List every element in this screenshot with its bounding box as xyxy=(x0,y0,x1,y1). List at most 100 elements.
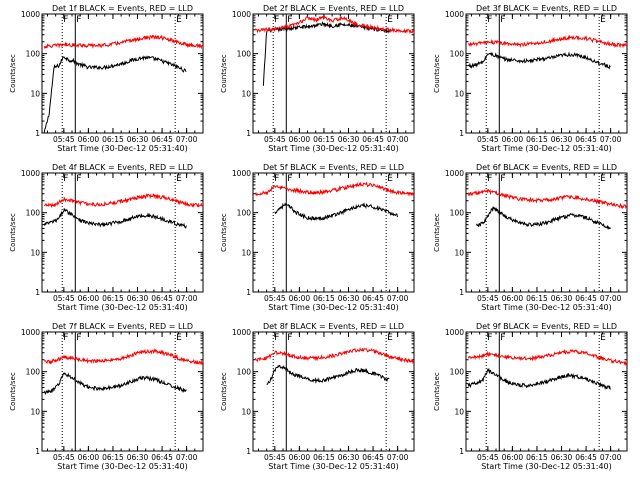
y-tick-label: 10 xyxy=(454,248,464,257)
panel-title: Det 7f BLACK = Events, RED = LLD xyxy=(52,322,193,331)
y-tick-label: 1000 xyxy=(21,169,40,178)
x-tick-label: 06:00 xyxy=(78,453,100,462)
panel-title: Det 9f BLACK = Events, RED = LLD xyxy=(476,322,617,331)
y-axis-label: Counts/sec xyxy=(9,213,17,252)
events-series-line xyxy=(274,202,398,222)
x-tick-label: 05:45 xyxy=(477,294,499,303)
plot-frame xyxy=(252,172,415,293)
x-axis-label: Start Time (30-Dec-12 05:31:40) xyxy=(481,144,612,153)
x-tick-label: 06:30 xyxy=(551,135,573,144)
x-tick-label: 06:45 xyxy=(362,453,384,462)
y-tick-label: 1 xyxy=(459,447,464,456)
x-tick-label: 06:45 xyxy=(151,135,173,144)
x-tick-label: 06:30 xyxy=(551,294,573,303)
x-tick-label: 07:00 xyxy=(176,294,198,303)
marker-label: E xyxy=(600,174,606,184)
y-tick-label: 1 xyxy=(35,129,40,138)
x-tick-label: 05:45 xyxy=(53,453,75,462)
x-tick-label: 06:45 xyxy=(151,294,173,303)
x-tick-label: 07:00 xyxy=(176,453,198,462)
y-tick-label: 10 xyxy=(241,248,251,257)
x-tick-label: 06:00 xyxy=(289,453,311,462)
plot-frame xyxy=(41,13,204,134)
marker-label: F xyxy=(487,333,492,343)
x-tick-label: 06:30 xyxy=(127,135,149,144)
x-axis-label: Start Time (30-Dec-12 05:31:40) xyxy=(268,462,399,471)
lld-series-line xyxy=(254,346,415,365)
x-tick-label: 06:45 xyxy=(575,135,597,144)
lld-series-line xyxy=(254,15,415,34)
plot-frame xyxy=(465,172,628,293)
y-tick-label: 100 xyxy=(26,50,41,59)
y-axis-label: Counts/sec xyxy=(220,54,228,93)
x-tick-label: 06:15 xyxy=(102,135,124,144)
x-tick-label: 06:00 xyxy=(502,294,524,303)
x-tick-label: 05:45 xyxy=(264,294,286,303)
detector-panel-8: Det 8f BLACK = Events, RED = LLD 1 10 100 10… xyxy=(220,322,415,471)
y-tick-label: 10 xyxy=(454,407,464,416)
x-tick-label: 07:00 xyxy=(600,453,622,462)
y-tick-label: 100 xyxy=(237,368,252,377)
detector-panel-1: Det 1f BLACK = Events, RED = LLD 1 10 100 10… xyxy=(9,4,204,153)
lld-series-line xyxy=(467,188,628,210)
panel-title: Det 8f BLACK = Events, RED = LLD xyxy=(263,322,404,331)
y-tick-label: 100 xyxy=(26,368,41,377)
marker-label: F xyxy=(500,15,505,25)
y-tick-label: 100 xyxy=(26,209,41,218)
x-tick-label: 06:15 xyxy=(526,135,548,144)
y-axis-label: Counts/sec xyxy=(9,372,17,411)
y-tick-label: 1 xyxy=(35,447,40,456)
events-series-line xyxy=(262,20,390,86)
lld-series-line xyxy=(43,347,204,366)
marker-label: E xyxy=(176,174,182,184)
y-axis-label: Counts/sec xyxy=(433,54,441,93)
x-tick-label: 06:45 xyxy=(362,135,384,144)
x-tick-label: 06:15 xyxy=(102,294,124,303)
y-tick-label: 1 xyxy=(35,288,40,297)
plot-frame xyxy=(252,331,415,452)
x-tick-label: 06:30 xyxy=(338,453,360,462)
x-tick-label: 06:45 xyxy=(151,453,173,462)
marker-label: E xyxy=(387,174,393,184)
marker-label: E xyxy=(387,333,393,343)
panel-title: Det 2f BLACK = Events, RED = LLD xyxy=(263,4,404,13)
marker-label: F xyxy=(287,333,292,343)
x-axis-label: Start Time (30-Dec-12 05:31:40) xyxy=(57,462,188,471)
x-tick-label: 06:15 xyxy=(313,453,335,462)
y-tick-label: 1000 xyxy=(21,328,40,337)
y-tick-label: 10 xyxy=(241,89,251,98)
marker-label: F xyxy=(63,174,68,184)
detector-panel-2: Det 2f BLACK = Events, RED = LLD 1 10 100 10… xyxy=(220,4,415,153)
marker-label: F xyxy=(274,333,279,343)
events-series-line xyxy=(43,208,187,229)
x-tick-label: 05:45 xyxy=(477,453,499,462)
x-tick-label: 07:00 xyxy=(600,294,622,303)
x-tick-label: 07:00 xyxy=(387,294,409,303)
x-tick-label: 06:30 xyxy=(338,294,360,303)
marker-label: F xyxy=(274,15,279,25)
x-tick-label: 06:30 xyxy=(127,453,149,462)
y-tick-label: 100 xyxy=(450,50,465,59)
x-tick-label: 05:45 xyxy=(264,453,286,462)
marker-label: F xyxy=(487,15,492,25)
y-tick-label: 1 xyxy=(246,447,251,456)
marker-label: F xyxy=(487,174,492,184)
x-tick-label: 07:00 xyxy=(387,453,409,462)
x-tick-label: 05:45 xyxy=(477,135,499,144)
marker-label: E xyxy=(387,15,393,25)
marker-label: F xyxy=(287,15,292,25)
x-tick-label: 07:00 xyxy=(176,135,198,144)
y-tick-label: 1000 xyxy=(445,10,464,19)
y-tick-label: 100 xyxy=(450,368,465,377)
x-tick-label: 06:00 xyxy=(78,135,100,144)
detector-panel-9: Det 9f BLACK = Events, RED = LLD 1 10 100 10… xyxy=(433,322,628,471)
x-tick-label: 06:00 xyxy=(502,135,524,144)
x-tick-label: 06:45 xyxy=(575,453,597,462)
lld-series-line xyxy=(468,34,628,49)
plot-frame xyxy=(41,331,204,452)
x-axis-label: Start Time (30-Dec-12 05:31:40) xyxy=(57,144,188,153)
lld-series-line xyxy=(254,181,415,197)
x-tick-label: 06:15 xyxy=(526,294,548,303)
y-tick-label: 1 xyxy=(246,129,251,138)
